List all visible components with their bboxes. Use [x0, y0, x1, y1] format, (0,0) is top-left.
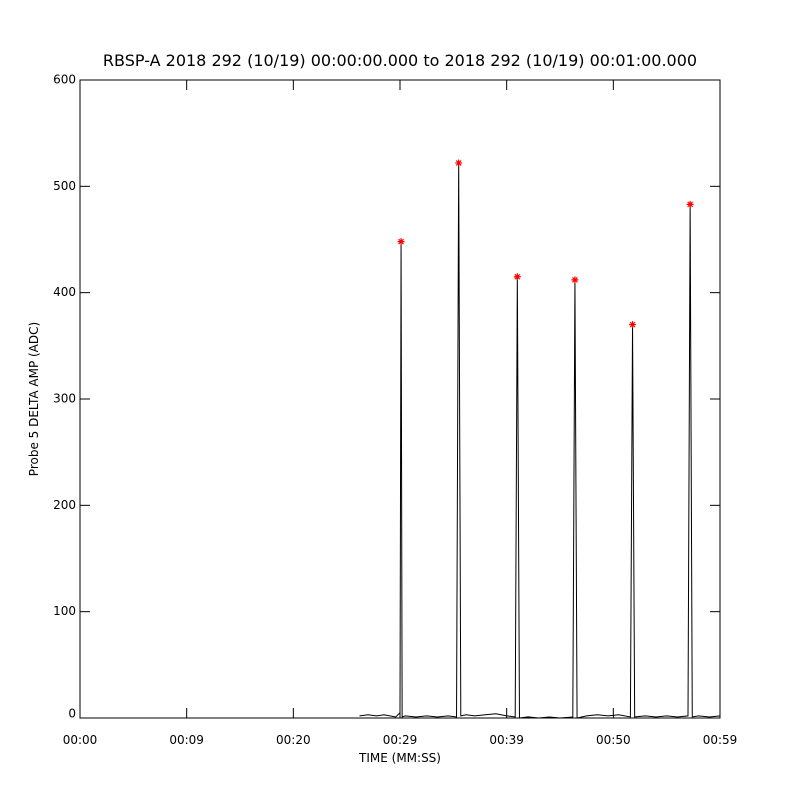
- y-tick-label: 0: [68, 707, 76, 721]
- x-tick-label: 00:59: [703, 733, 738, 747]
- peak-marker: [629, 321, 637, 329]
- x-tick-label: 00:39: [489, 733, 524, 747]
- chart-title: RBSP-A 2018 292 (10/19) 00:00:00.000 to …: [103, 51, 697, 70]
- x-tick-label: 00:20: [276, 733, 311, 747]
- y-axis-label: Probe 5 DELTA AMP (ADC): [27, 322, 41, 476]
- x-tick-label: 00:00: [63, 733, 98, 747]
- peak-marker: [455, 159, 463, 167]
- peak-marker: [513, 273, 521, 281]
- y-tick-label: 600: [53, 73, 76, 87]
- x-tick-label: 00:50: [596, 733, 631, 747]
- y-tick-label: 500: [53, 179, 76, 193]
- x-tick-label: 00:29: [383, 733, 418, 747]
- data-line: [359, 162, 721, 719]
- peak-marker: [397, 238, 405, 246]
- y-tick-label: 400: [53, 285, 76, 299]
- x-axis-label: TIME (MM:SS): [358, 751, 441, 765]
- peak-marker: [571, 276, 579, 284]
- y-tick-label: 100: [53, 604, 76, 618]
- y-tick-label: 200: [53, 498, 76, 512]
- peak-marker: [686, 200, 694, 208]
- x-tick-label: 00:09: [169, 733, 204, 747]
- y-tick-label: 300: [53, 392, 76, 406]
